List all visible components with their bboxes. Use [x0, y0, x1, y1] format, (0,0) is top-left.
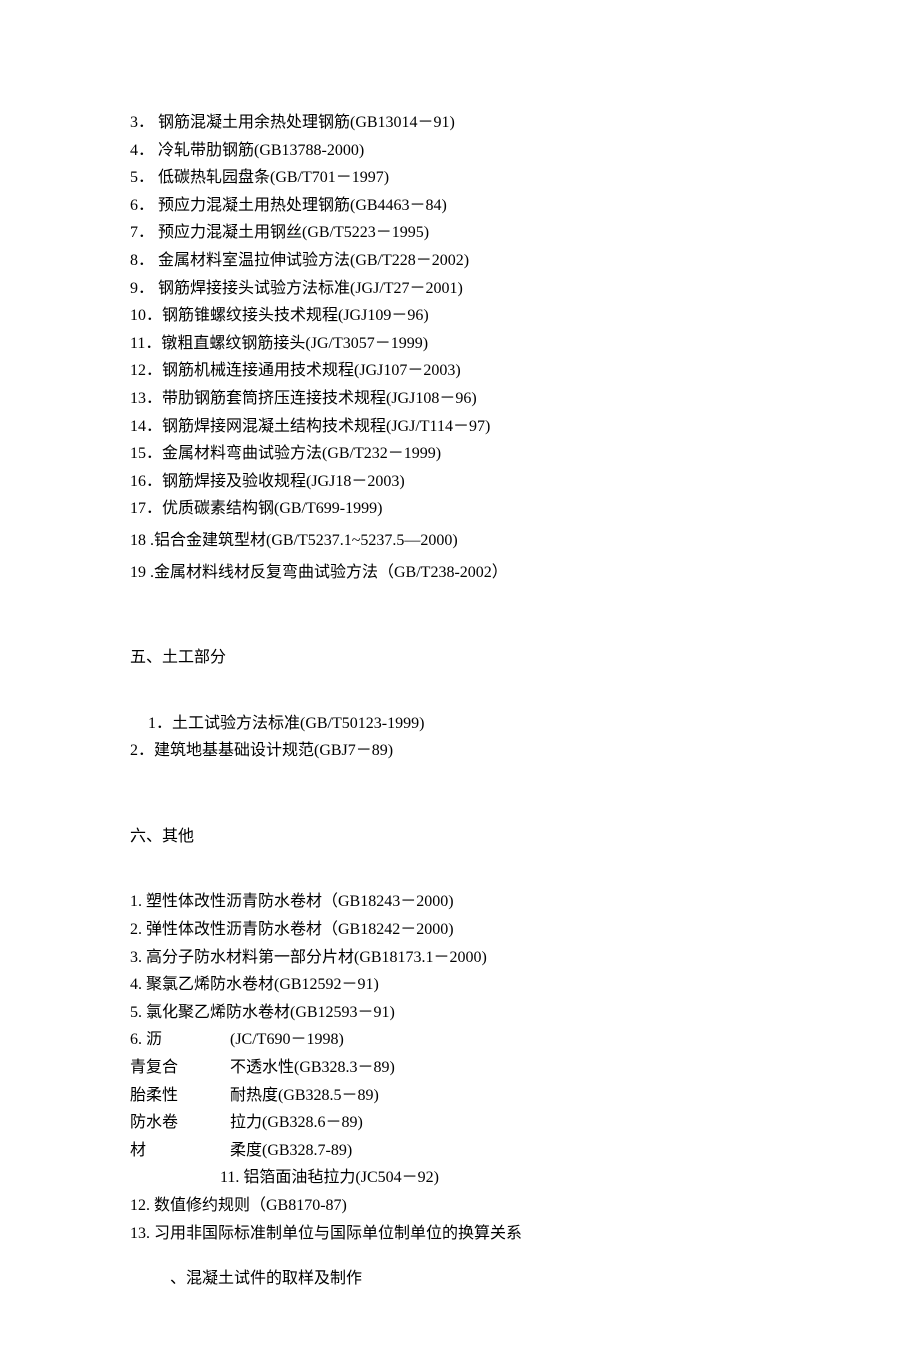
- footer-text: 、混凝土试件的取样及制作: [130, 1266, 790, 1292]
- list-item: 10．钢筋锥螺纹接头技术规程(JGJ109－96): [130, 303, 790, 329]
- list-item: 2. 弹性体改性沥青防水卷材（GB18242－2000): [130, 917, 790, 943]
- list-item: 13. 习用非国际标准制单位与国际单位制单位的换算关系: [130, 1221, 790, 1247]
- split-left-text: 青复合: [130, 1055, 230, 1081]
- split-right-text: 柔度(GB328.7-89): [230, 1138, 790, 1164]
- split-right-text: 不透水性(GB328.3－89): [230, 1055, 790, 1081]
- list-item: 14．钢筋焊接网混凝土结构技术规程(JGJ/T114－97): [130, 414, 790, 440]
- list-item: 5． 低碳热轧园盘条(GB/T701－1997): [130, 165, 790, 191]
- list-item: 7． 预应力混凝土用钢丝(GB/T5223－1995): [130, 220, 790, 246]
- list-item: 16．钢筋焊接及验收规程(JGJ18－2003): [130, 469, 790, 495]
- list-item: 2．建筑地基基础设计规范(GBJ7－89): [130, 738, 790, 764]
- list-item: 17．优质碳素结构钢(GB/T699-1999): [130, 496, 790, 522]
- section6-split-block: 6. 沥 (JC/T690－1998) 青复合 不透水性(GB328.3－89)…: [130, 1027, 790, 1163]
- split-right-text: 耐热度(GB328.5－89): [230, 1083, 790, 1109]
- list-item: 3. 高分子防水材料第一部分片材(GB18173.1－2000): [130, 945, 790, 971]
- list-item: 4. 聚氯乙烯防水卷材(GB12592－91): [130, 972, 790, 998]
- list-item: 18 .铝合金建筑型材(GB/T5237.1~5237.5—2000): [130, 528, 790, 554]
- section5-title: 五、土工部分: [130, 645, 790, 671]
- list-item: 1. 塑性体改性沥青防水卷材（GB18243－2000): [130, 889, 790, 915]
- list-item: 12．钢筋机械连接通用技术规程(JGJ107－2003): [130, 358, 790, 384]
- list-item: 3． 钢筋混凝土用余热处理钢筋(GB13014－91): [130, 110, 790, 136]
- list-item: 15．金属材料弯曲试验方法(GB/T232－1999): [130, 441, 790, 467]
- list-item: 9． 钢筋焊接接头试验方法标准(JGJ/T27－2001): [130, 276, 790, 302]
- section4-list: 3． 钢筋混凝土用余热处理钢筋(GB13014－91) 4． 冷轧带肋钢筋(GB…: [130, 110, 790, 585]
- list-item: 4． 冷轧带肋钢筋(GB13788-2000): [130, 138, 790, 164]
- section6-list-bottom: 12. 数值修约规则（GB8170-87) 13. 习用非国际标准制单位与国际单…: [130, 1193, 790, 1246]
- list-item: 19 .金属材料线材反复弯曲试验方法（GB/T238-2002）: [130, 560, 790, 586]
- list-item: 11. 铝箔面油毡拉力(JC504－92): [130, 1165, 790, 1191]
- list-item: 13．带肋钢筋套筒挤压连接技术规程(JGJ108－96): [130, 386, 790, 412]
- list-item: 1．土工试验方法标准(GB/T50123-1999): [130, 711, 790, 737]
- list-item: 6． 预应力混凝土用热处理钢筋(GB4463－84): [130, 193, 790, 219]
- split-left-text: 防水卷: [130, 1110, 230, 1136]
- split-left-text: 6. 沥: [130, 1027, 230, 1053]
- split-left-text: 材: [130, 1138, 230, 1164]
- list-item: 5. 氯化聚乙烯防水卷材(GB12593－91): [130, 1000, 790, 1026]
- split-right-text: (JC/T690－1998): [230, 1027, 790, 1053]
- section6-list-top: 1. 塑性体改性沥青防水卷材（GB18243－2000) 2. 弹性体改性沥青防…: [130, 889, 790, 1025]
- split-left-text: 胎柔性: [130, 1083, 230, 1109]
- list-item: 11．镦粗直螺纹钢筋接头(JG/T3057－1999): [130, 331, 790, 357]
- split-right-text: 拉力(GB328.6－89): [230, 1110, 790, 1136]
- list-item: 8． 金属材料室温拉伸试验方法(GB/T228－2002): [130, 248, 790, 274]
- section5-list: 1．土工试验方法标准(GB/T50123-1999) 2．建筑地基基础设计规范(…: [130, 711, 790, 764]
- list-item: 12. 数值修约规则（GB8170-87): [130, 1193, 790, 1219]
- section6-title: 六、其他: [130, 824, 790, 850]
